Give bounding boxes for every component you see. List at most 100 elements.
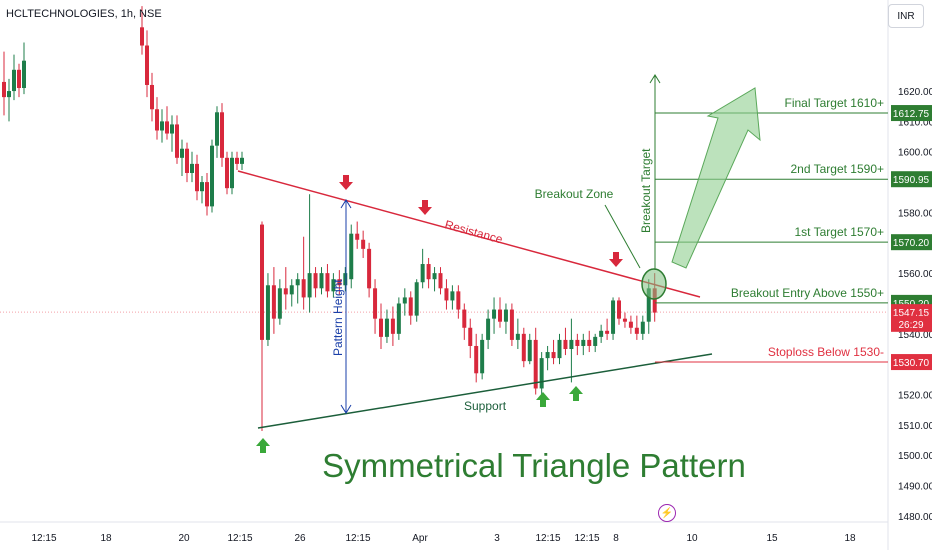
- candle-body: [331, 279, 336, 292]
- breakout-zone-pointer: [604, 204, 641, 269]
- candle-body: [165, 121, 169, 134]
- x-tick-label: 15: [766, 533, 778, 544]
- candle-body: [581, 339, 586, 346]
- candle-body: [313, 273, 318, 289]
- candle-body: [509, 309, 514, 340]
- resistance-down-arrow: [418, 200, 432, 215]
- candle-body: [325, 273, 330, 292]
- candle-body: [337, 279, 342, 286]
- candle-body: [480, 339, 485, 374]
- candle-body: [569, 339, 574, 350]
- symbol-title[interactable]: HCLTECHNOLOGIES, 1h, NSE: [6, 8, 162, 20]
- bullish-arrow: [671, 87, 761, 269]
- candle-body: [557, 339, 562, 359]
- candle-body: [456, 291, 461, 310]
- level-label: 1st Target 1570+: [794, 225, 884, 239]
- candle-body: [240, 157, 244, 164]
- candle-body: [503, 309, 508, 322]
- support-label: Support: [464, 399, 507, 413]
- candle-body: [175, 124, 179, 158]
- candle-body: [155, 109, 159, 131]
- breakout-target-arrow: [649, 74, 661, 84]
- candle-body: [575, 339, 580, 346]
- price-axis-badge-text: 26:29: [898, 320, 923, 331]
- x-tick-label: 20: [178, 533, 190, 544]
- candle-body: [283, 288, 288, 295]
- y-tick-label: 1510.00: [898, 421, 932, 432]
- breakout-target-label: Breakout Target: [639, 148, 653, 233]
- price-axis-badge: [891, 105, 932, 122]
- x-tick-label: 3: [494, 533, 500, 544]
- candle-body: [349, 233, 354, 280]
- support-up-arrow: [256, 438, 270, 453]
- candle-body: [220, 112, 224, 158]
- candle-body: [373, 288, 378, 319]
- y-tick-label: 1520.00: [898, 391, 932, 402]
- y-tick-label: 1560.00: [898, 269, 932, 280]
- y-tick-label: 1480.00: [898, 512, 932, 523]
- candle-body: [646, 288, 651, 322]
- candle-body: [652, 288, 657, 313]
- resistance-line: [237, 170, 701, 298]
- x-tick-label: 18: [100, 533, 112, 544]
- level-label: Stoploss Below 1530-: [768, 345, 884, 359]
- candle-body: [622, 318, 627, 322]
- x-tick-label: 18: [844, 533, 856, 544]
- candle-body: [200, 182, 204, 192]
- candle-body: [408, 297, 413, 316]
- candle-body: [140, 27, 144, 46]
- candle-body: [551, 352, 556, 359]
- candle-body: [605, 330, 610, 334]
- candle-body: [611, 300, 616, 334]
- candle-body: [190, 163, 194, 173]
- candle-body: [414, 282, 419, 316]
- candle-body: [617, 300, 621, 319]
- level-label: Final Target 1610+: [784, 96, 884, 110]
- y-tick-label: 1490.00: [898, 482, 932, 493]
- candle-body: [426, 264, 431, 280]
- candle-body: [462, 309, 467, 328]
- price-axis-badge-text: 1570.20: [893, 238, 930, 249]
- candle-body: [521, 333, 526, 362]
- candle-body: [277, 288, 282, 319]
- x-tick-label: 12:15: [31, 533, 56, 544]
- candle-body: [355, 233, 360, 240]
- candle-body: [289, 285, 294, 295]
- candle-body: [396, 303, 401, 334]
- candle-body: [379, 318, 383, 337]
- candle-body: [210, 145, 214, 207]
- candle-body: [468, 327, 473, 346]
- candle-body: [150, 84, 154, 110]
- candle-body: [640, 321, 645, 334]
- candle-body: [563, 339, 568, 350]
- candle-body: [384, 318, 389, 337]
- candle-body: [533, 339, 538, 389]
- candle-body: [486, 318, 491, 340]
- x-tick-label: 12:15: [227, 533, 252, 544]
- x-tick-label: 12:15: [345, 533, 370, 544]
- candle-body: [195, 163, 199, 192]
- candle-body: [225, 157, 229, 189]
- y-tick-label: 1610.00: [898, 117, 932, 128]
- candle-body: [438, 273, 443, 289]
- pattern-height-arrow-down: [340, 404, 352, 414]
- candle-body: [634, 327, 639, 334]
- price-axis-badge: [891, 234, 932, 251]
- resistance-down-arrow: [339, 175, 353, 190]
- candle-body: [170, 124, 174, 134]
- candle-body: [235, 157, 239, 164]
- candle-body: [628, 321, 633, 328]
- candle-body: [527, 339, 532, 362]
- candle-body: [215, 112, 219, 146]
- y-tick-label: 1580.00: [898, 208, 932, 219]
- candle-body: [271, 285, 276, 319]
- currency-button[interactable]: INR: [888, 4, 924, 28]
- y-tick-label: 1620.00: [898, 87, 932, 98]
- lightning-event-icon[interactable]: ⚡: [658, 504, 676, 522]
- candle-body: [492, 309, 497, 319]
- candle-body: [498, 309, 502, 322]
- breakout-zone-circle: [641, 268, 667, 300]
- candle-body: [2, 81, 6, 98]
- candle-body: [432, 273, 437, 280]
